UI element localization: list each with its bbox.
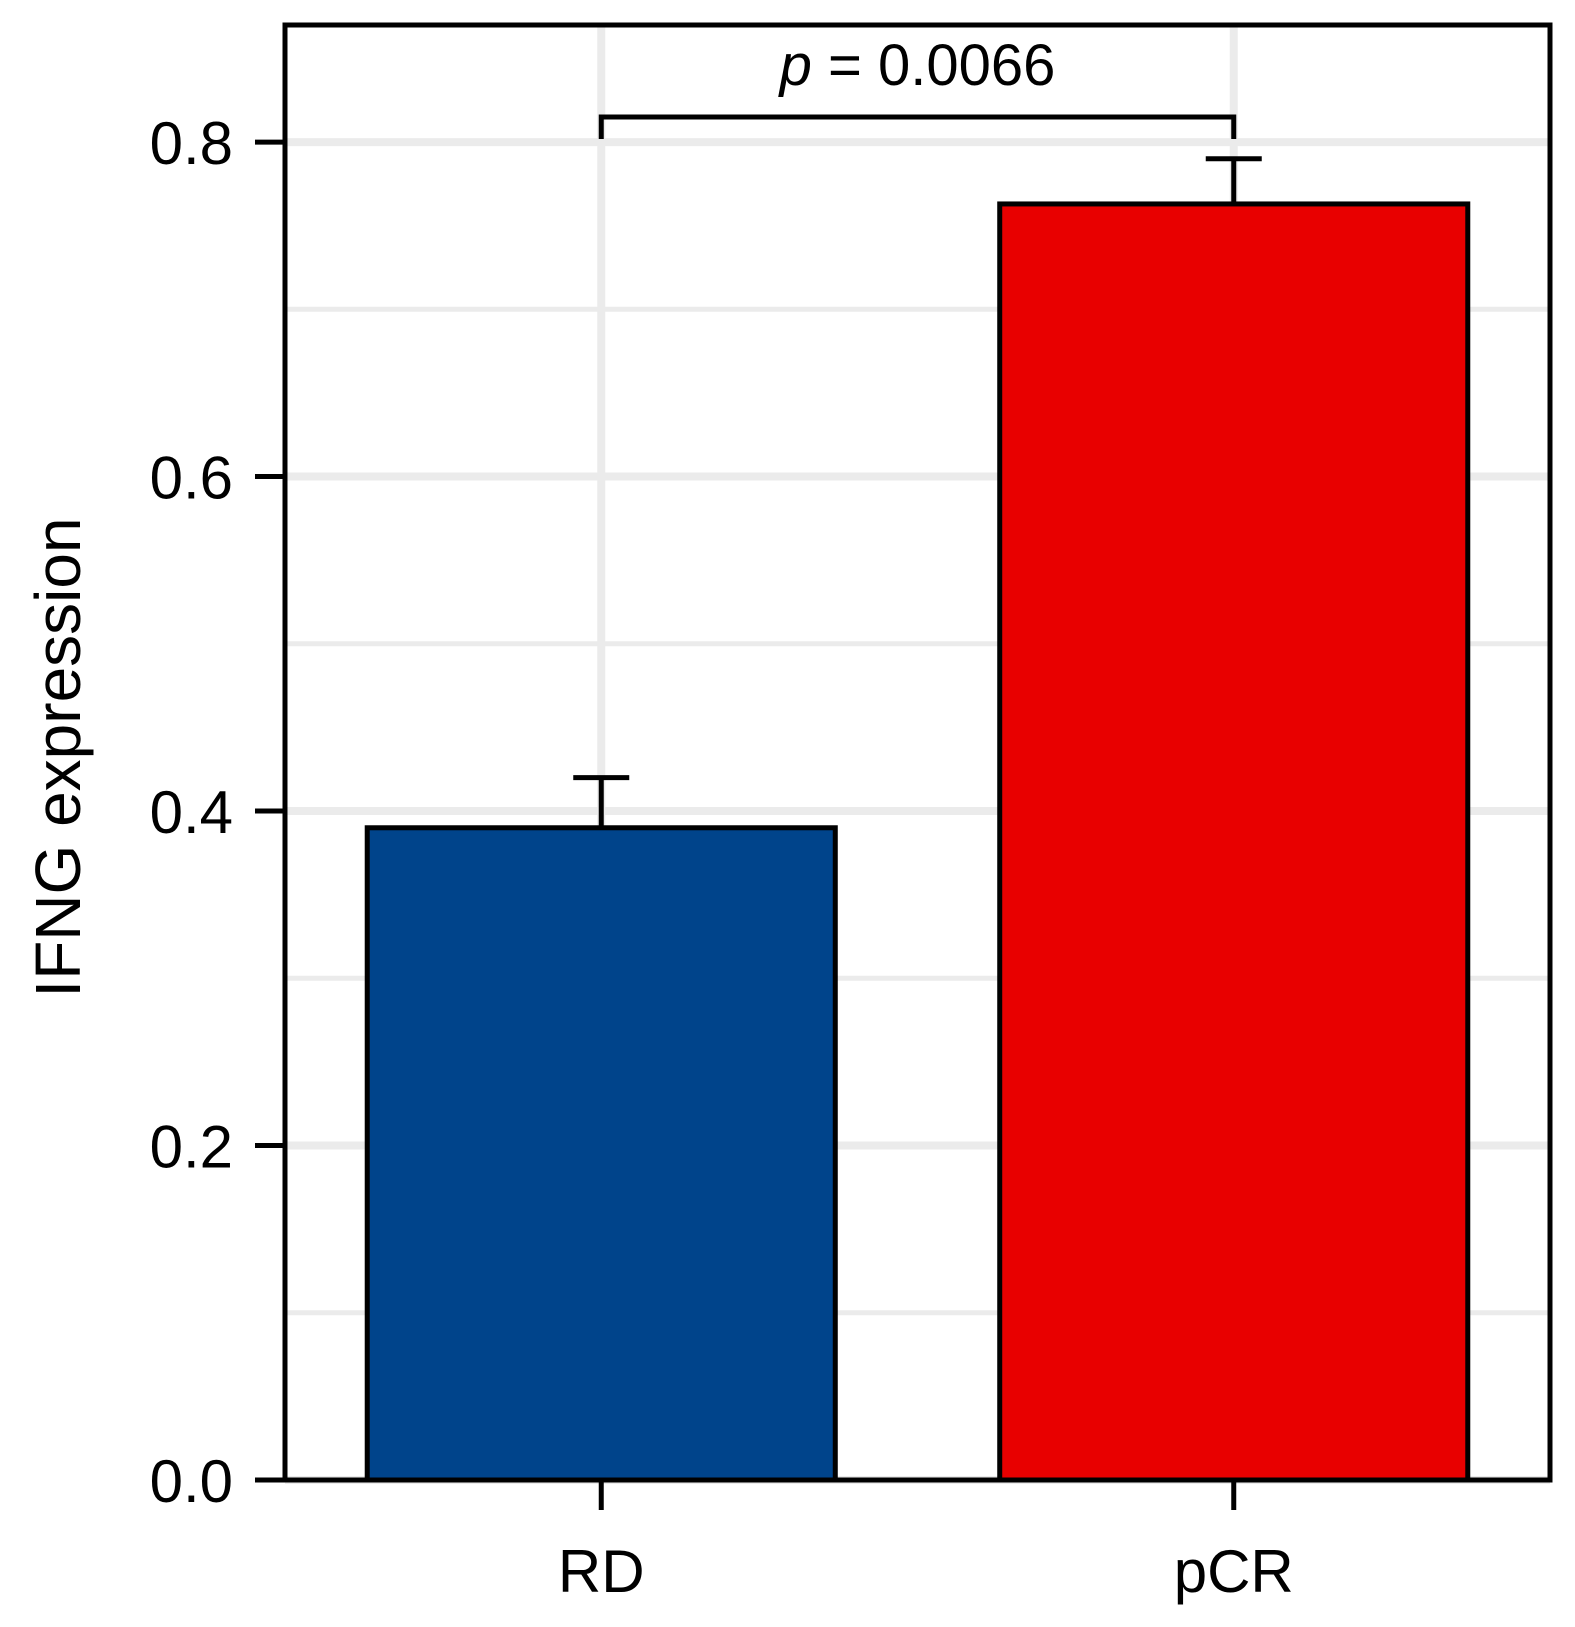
y-tick-label: 0.0 xyxy=(150,1448,233,1515)
x-tick-label: pCR xyxy=(1174,1538,1294,1605)
y-tick-label: 0.6 xyxy=(150,445,233,512)
y-tick-label: 0.8 xyxy=(150,110,233,177)
bar-rd xyxy=(364,825,838,1483)
bars xyxy=(364,201,1471,1483)
significance-annotation: p = 0.0066 xyxy=(598,33,1237,139)
y-tick-label: 0.4 xyxy=(150,779,233,846)
significance-bracket xyxy=(598,114,1237,139)
panel-border xyxy=(282,22,1553,1483)
y-axis-label: IFNG expression xyxy=(22,517,94,997)
p-symbol: p xyxy=(778,33,812,98)
p-equals: = xyxy=(812,33,878,98)
axes: 0.0 0.2 0.4 0.6 0.8 RD pCR xyxy=(150,110,1294,1605)
error-bars xyxy=(573,156,1262,828)
y-tick-label: 0.2 xyxy=(150,1114,233,1181)
p-value-label: p = 0.0066 xyxy=(778,33,1056,98)
p-value: 0.0066 xyxy=(878,33,1055,98)
bar-pcr xyxy=(997,201,1471,1483)
x-tick-label: RD xyxy=(558,1538,645,1605)
